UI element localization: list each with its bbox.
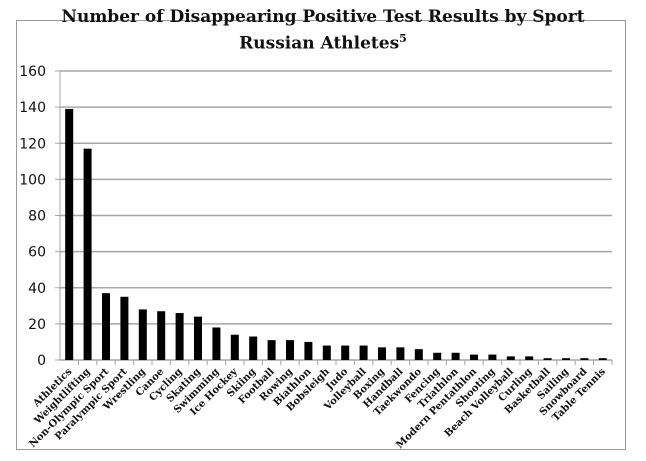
y-tick-label: 60 (28, 245, 46, 261)
bar (470, 354, 478, 360)
y-tick-label: 0 (37, 353, 46, 369)
bar (175, 313, 184, 360)
bar (230, 334, 239, 360)
bar (212, 327, 221, 360)
bar (157, 311, 166, 360)
bar (83, 148, 92, 360)
chart-subtitle-footnote: 5 (399, 32, 407, 45)
bar (341, 345, 350, 360)
bar (562, 358, 570, 360)
bar (451, 352, 460, 360)
bar (249, 336, 258, 360)
bar (65, 108, 74, 361)
bar (580, 358, 589, 360)
bar (102, 293, 110, 360)
bar (286, 340, 294, 360)
bar (598, 358, 607, 360)
bar (506, 356, 515, 360)
y-tick-label: 140 (19, 100, 46, 116)
bar (304, 341, 313, 360)
chart-title-line2: Russian Athletes5 (0, 28, 646, 55)
chart-title-line1: Number of Disappearing Positive Test Res… (61, 7, 585, 27)
bar (359, 345, 368, 360)
bar (267, 340, 276, 360)
bar (378, 347, 386, 360)
bar (322, 345, 331, 360)
chart-frame (16, 20, 626, 450)
bar (194, 316, 202, 360)
bar (414, 349, 423, 360)
bar (138, 309, 147, 360)
y-tick-label: 20 (28, 317, 46, 333)
bar (543, 358, 552, 360)
y-tick-label: 100 (19, 172, 46, 188)
y-tick-label: 80 (28, 209, 46, 225)
bar (120, 296, 129, 360)
chart-title: Number of Disappearing Positive Test Res… (0, 6, 646, 55)
y-tick-label: 120 (19, 136, 46, 152)
bar (488, 354, 497, 360)
y-tick-label: 160 (19, 64, 46, 80)
chart-subtitle: Russian Athletes (239, 33, 400, 54)
bar (396, 347, 405, 360)
y-tick-label: 40 (28, 281, 46, 297)
bar (525, 356, 534, 360)
bar (433, 352, 442, 360)
